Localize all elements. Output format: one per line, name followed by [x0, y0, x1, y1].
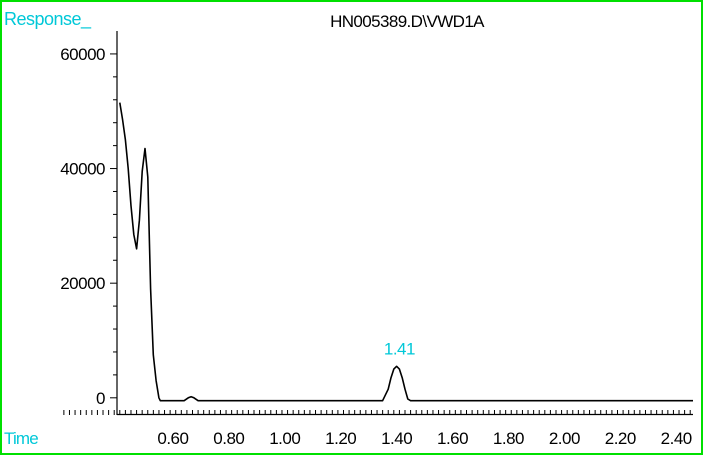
x-tick-label: 2.40 [661, 429, 692, 448]
x-tick-label: 1.80 [493, 429, 524, 448]
annotations: 1.41 [384, 339, 416, 358]
chart-title: HN005389.D\VWD1A [330, 12, 485, 31]
x-tick-label: 1.40 [381, 429, 412, 448]
peak-label: 1.41 [384, 339, 415, 358]
x-tick-label: 2.20 [605, 429, 636, 448]
series-line [119, 102, 693, 402]
y-axis-label: Response_ [4, 9, 92, 30]
x-tick-label: 0.80 [213, 429, 244, 448]
x-tick-label: 1.20 [325, 429, 356, 448]
y-ticks: 0 20000 40000 60000 [60, 45, 117, 408]
y-tick-label: 20000 [60, 274, 105, 293]
x-tick-label: 1.60 [437, 429, 468, 448]
x-tick-label: 0.60 [157, 429, 188, 448]
x-ticks: 0.60 0.80 1.00 1.20 1.40 1.60 1.80 2.00 2.20 2.40 [63, 410, 692, 448]
x-tick-label: 1.00 [269, 429, 300, 448]
y-tick-label: 40000 [60, 160, 105, 179]
y-tick-label: 60000 [60, 45, 105, 64]
x-tick-label: 2.00 [549, 429, 580, 448]
series-group [119, 102, 693, 402]
y-tick-label: 0 [96, 389, 105, 408]
x-axis-label: Time [4, 429, 38, 448]
